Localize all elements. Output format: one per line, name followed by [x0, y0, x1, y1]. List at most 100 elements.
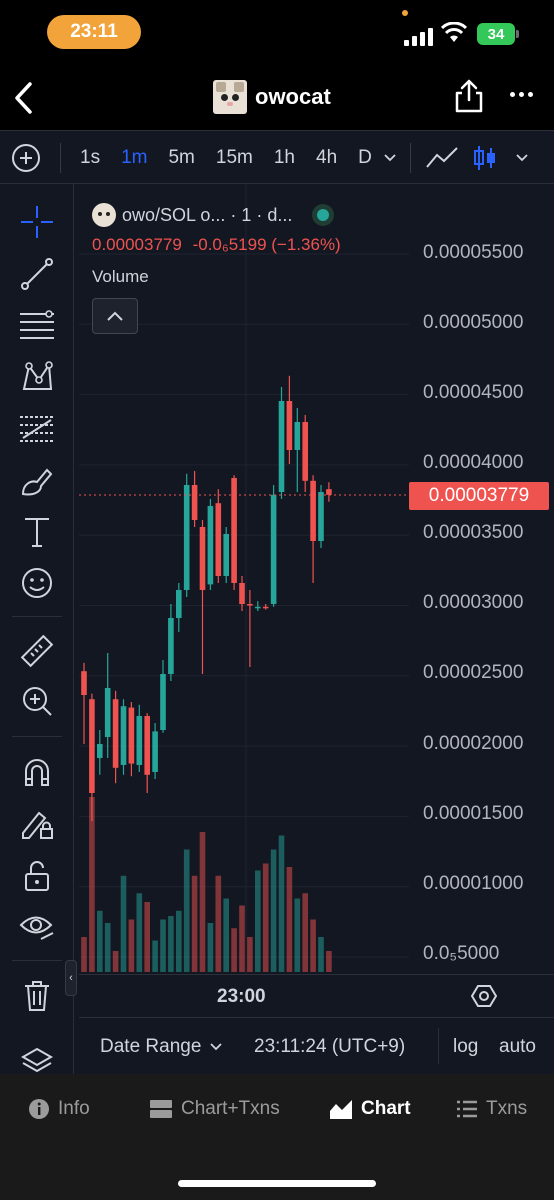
candle-body — [278, 401, 285, 492]
pattern-icon[interactable] — [17, 357, 57, 397]
log-scale-button[interactable]: log — [453, 1036, 479, 1057]
add-symbol-button[interactable] — [12, 144, 40, 172]
interval-1h[interactable]: 1h — [273, 147, 295, 168]
chart-bottom-bar: Date Range 23:11:24 (UTC+9) log auto — [79, 1017, 554, 1074]
volume-bar — [318, 937, 324, 972]
bottom-divider — [438, 1028, 439, 1064]
volume-bar — [199, 832, 206, 972]
line-chart-icon[interactable] — [425, 145, 459, 171]
candle-body — [286, 401, 293, 450]
volume-indicator-label: Volume — [92, 267, 149, 286]
brush-icon[interactable] — [17, 461, 57, 501]
token-avatar — [213, 80, 247, 114]
date-range-button[interactable]: Date Range — [100, 1036, 223, 1058]
trash-icon[interactable] — [17, 976, 57, 1016]
candle-body — [176, 590, 182, 618]
fib-retracement-icon[interactable] — [17, 409, 57, 449]
volume-bar — [81, 937, 87, 972]
emoji-icon[interactable] — [17, 563, 57, 603]
market-status-icon — [312, 204, 335, 226]
symbol-label[interactable]: owo/SOL o... · 1 · d... — [122, 204, 293, 225]
interval-1s[interactable]: 1s — [80, 147, 101, 168]
lock-drawings-icon[interactable] — [17, 804, 57, 844]
timezone-clock[interactable]: 23:11:24 (UTC+9) — [254, 1036, 406, 1057]
tab-chart[interactable]: Chart — [329, 1098, 411, 1120]
sidebar-divider — [12, 736, 62, 737]
candle-body — [231, 478, 237, 583]
volume-bar — [112, 951, 119, 972]
magnet-icon[interactable] — [17, 752, 57, 792]
token-avatar — [92, 203, 116, 227]
battery-level: 34 — [487, 25, 505, 43]
candle-body — [144, 716, 150, 775]
volume-bar — [294, 898, 301, 972]
candles-icon[interactable] — [473, 144, 497, 172]
candle-body — [160, 674, 166, 730]
volume-bar — [183, 849, 190, 972]
back-icon[interactable] — [8, 76, 48, 120]
collapse-sidebar-icon[interactable]: ‹ — [65, 960, 77, 996]
volume-bar — [191, 875, 198, 972]
interval-1m[interactable]: 1m — [121, 147, 148, 168]
status-time: 23:11 — [47, 15, 141, 49]
collapse-indicators-button[interactable] — [92, 298, 138, 334]
more-menu-icon[interactable] — [510, 92, 533, 97]
volume-bar — [278, 835, 285, 972]
interval-5m[interactable]: 5m — [168, 147, 195, 168]
volume-bar — [247, 937, 253, 972]
interval-selector: 1s 1m 5m 15m 1h 4h D — [80, 131, 393, 185]
volume-bar — [239, 905, 245, 972]
privacy-indicator — [402, 10, 408, 16]
bottom-tab-bar: Info Chart+Txns Chart Txns — [0, 1074, 554, 1200]
interval-15m[interactable]: 15m — [215, 147, 253, 168]
horizontal-lines-icon[interactable] — [17, 305, 57, 345]
interval-4h[interactable]: 4h — [316, 147, 338, 168]
tab-info[interactable]: Info — [28, 1098, 90, 1120]
candle-body — [215, 503, 222, 576]
sidebar-divider — [12, 960, 62, 961]
tab-label: Chart — [361, 1098, 411, 1119]
app-header: owocat — [0, 64, 554, 130]
auto-scale-button[interactable]: auto — [499, 1036, 536, 1057]
candle-body — [326, 489, 332, 495]
volume-bar — [255, 870, 261, 972]
chart-settings-icon[interactable] — [471, 983, 497, 1009]
price-axis-label: 0.00005000 — [423, 312, 524, 333]
tab-label: Info — [58, 1098, 90, 1119]
volume-bar — [286, 867, 293, 972]
zoom-in-icon[interactable] — [17, 681, 57, 721]
time-axis[interactable]: 23:00 — [79, 974, 554, 1014]
sidebar-divider — [12, 616, 62, 617]
candle-body — [97, 744, 103, 758]
chevron-down-icon[interactable] — [515, 151, 529, 165]
candle-body — [168, 618, 174, 674]
unlock-icon[interactable] — [17, 856, 57, 896]
volume-bar — [262, 863, 269, 972]
volume-bar — [207, 923, 214, 972]
trend-line-icon[interactable] — [17, 254, 57, 294]
cellular-signal-icon — [404, 24, 433, 46]
tab-chart-txns[interactable]: Chart+Txns — [149, 1098, 280, 1120]
chevron-down-icon[interactable] — [383, 151, 397, 165]
chart-txns-icon — [150, 1100, 172, 1118]
ruler-icon[interactable] — [17, 631, 57, 671]
candle-body — [207, 506, 214, 585]
price-chart[interactable] — [79, 184, 554, 974]
price-axis-label: 0.00004000 — [423, 452, 524, 473]
price-axis-label: 0.00002500 — [423, 662, 524, 683]
page-title: owocat — [213, 80, 331, 114]
candle-body — [310, 480, 316, 541]
token-name: owocat — [255, 84, 331, 109]
share-icon[interactable] — [452, 78, 486, 114]
chevron-up-icon — [107, 311, 123, 321]
price-axis-label: 0.0₅5000 — [423, 943, 500, 964]
tab-txns[interactable]: Txns — [456, 1098, 527, 1120]
candle-body — [81, 671, 87, 695]
volume-bar — [128, 919, 135, 972]
visibility-icon[interactable] — [17, 906, 57, 946]
interval-d[interactable]: D — [358, 147, 372, 168]
text-tool-icon[interactable] — [17, 512, 57, 552]
layers-icon[interactable] — [20, 1046, 54, 1074]
crosshair-icon[interactable] — [17, 202, 57, 242]
chart-canvas[interactable] — [79, 184, 554, 974]
